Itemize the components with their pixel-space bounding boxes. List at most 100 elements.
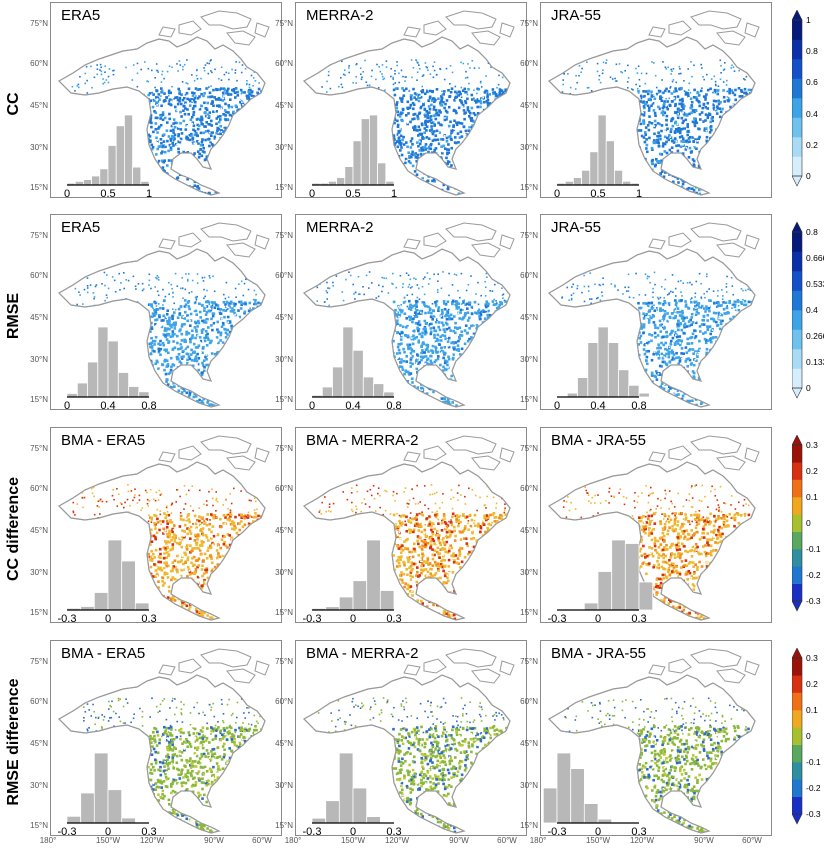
latitude-label: 60°N xyxy=(275,484,293,493)
panel-title: ERA5 xyxy=(61,7,101,24)
arctic-island xyxy=(254,22,270,38)
arctic-island xyxy=(648,26,666,38)
arctic-island xyxy=(648,238,666,250)
histogram-bar xyxy=(76,382,88,398)
histogram-bar xyxy=(570,768,585,824)
arctic-island xyxy=(499,660,515,676)
colorbar-segment xyxy=(792,78,802,99)
colorbar-arrow-bottom xyxy=(791,387,803,399)
histogram-bar xyxy=(607,342,620,398)
latitude-label: 45°N xyxy=(30,739,48,748)
arctic-island xyxy=(423,232,447,248)
arctic-island xyxy=(178,232,202,248)
arctic-island xyxy=(445,10,497,30)
arctic-island xyxy=(403,451,421,463)
colorbar-tick-label: 0 xyxy=(806,731,811,741)
histogram-inset: -0.3 0 0.3 xyxy=(548,539,654,623)
longitude-label: 180° xyxy=(529,836,547,845)
map-panel: 0 0.5 1 ERA5 xyxy=(50,2,282,198)
coastline-overlay xyxy=(548,674,756,834)
histogram-tick-label: 0.4 xyxy=(345,400,360,410)
arctic-island xyxy=(471,30,501,46)
coastline-overlay xyxy=(548,248,756,408)
panel-title: BMA - ERA5 xyxy=(61,432,146,449)
arctic-island xyxy=(158,26,176,38)
histogram-bar xyxy=(556,752,572,824)
latitude-label: 60°N xyxy=(275,697,293,706)
histogram-tick-label: 1 xyxy=(146,188,152,198)
arctic-island xyxy=(158,451,176,463)
latitude-label: 30°N xyxy=(520,568,538,577)
colorbar-tick-label: 0 xyxy=(806,171,811,181)
coastline-overlay xyxy=(58,248,266,408)
colorbar-tick-label: 0 xyxy=(806,518,811,528)
histogram-tick-label: 0.8 xyxy=(141,400,156,410)
panel-title: BMA - JRA-55 xyxy=(551,645,647,662)
arctic-island xyxy=(668,232,692,248)
arctic-island xyxy=(200,648,252,668)
histogram-bar xyxy=(573,177,583,186)
colorbar xyxy=(791,9,824,190)
arctic-island xyxy=(226,455,256,471)
longitude-label: 90°W xyxy=(449,836,469,845)
histogram-bar xyxy=(542,787,558,824)
arctic-island xyxy=(178,445,202,461)
longitude-label: 120°W xyxy=(139,836,165,845)
histogram-tick-label: -0.3 xyxy=(58,613,77,623)
coastline-overlay xyxy=(58,461,266,621)
colorbar-arrow-bottom xyxy=(791,175,803,187)
latitude-label: 60°N xyxy=(520,59,538,68)
histogram-inset: 0 0.5 1 xyxy=(554,114,642,197)
histogram-bar xyxy=(577,377,589,398)
histogram-bar xyxy=(589,151,599,186)
colorbar-tick-label: 0.3 xyxy=(806,653,818,663)
map-panel: -0.3 0 0.3 BMA - ERA5 xyxy=(50,640,282,836)
map-panel: -0.3 0 0.3 BMA - JRA-55 xyxy=(540,640,772,836)
latitude-label: 75°N xyxy=(520,657,538,666)
histogram-bar xyxy=(121,817,136,824)
panel-title: BMA - ERA5 xyxy=(61,645,146,662)
latitude-label: 15°N xyxy=(275,608,293,617)
panel-title: ERA5 xyxy=(61,219,101,236)
longitude-label: 60°W xyxy=(497,836,517,845)
latitude-label: 60°N xyxy=(520,271,538,280)
colorbar-tick-label: 0.2 xyxy=(806,679,818,689)
latitude-label: 75°N xyxy=(275,444,293,453)
histogram-bar xyxy=(379,590,395,611)
latitude-label: 15°N xyxy=(30,821,48,830)
histogram-inset: -0.3 0 0.3 xyxy=(58,539,157,623)
colorbar-arrow-top xyxy=(791,9,803,21)
arctic-island xyxy=(716,668,746,684)
histogram-bar xyxy=(638,581,654,611)
histogram-bar xyxy=(352,787,368,824)
histogram-bar xyxy=(107,145,117,186)
longitude-label: 150°W xyxy=(95,836,121,845)
coastline-overlay xyxy=(303,461,511,621)
latitude-label: 45°N xyxy=(30,526,48,535)
histogram-tick-label: 0.3 xyxy=(631,826,646,836)
colorbar-tick-label: 0.1 xyxy=(806,705,818,715)
histogram-tick-label: 0 xyxy=(595,613,601,623)
arctic-island xyxy=(499,22,515,38)
histogram-bar xyxy=(605,140,615,186)
latitude-label: 30°N xyxy=(275,568,293,577)
map xyxy=(303,435,515,621)
arctic-island xyxy=(716,455,746,471)
arctic-island xyxy=(744,447,760,463)
latitude-label: 15°N xyxy=(520,821,538,830)
arctic-island xyxy=(226,668,256,684)
histogram-tick-label: 0.8 xyxy=(631,400,646,410)
histogram-bar xyxy=(342,326,354,398)
histogram-tick-label: -0.3 xyxy=(548,826,567,836)
longitude-label: 180° xyxy=(39,836,57,845)
colorbar-segment xyxy=(792,531,802,550)
row-label: RMSE difference xyxy=(5,678,22,806)
coastline-overlay xyxy=(303,674,511,834)
latitude-label: 75°N xyxy=(520,19,538,28)
latitude-label: 75°N xyxy=(275,657,293,666)
latitude-label: 30°N xyxy=(30,568,48,577)
latitude-label: 75°N xyxy=(520,444,538,453)
latitude-label: 15°N xyxy=(30,395,48,404)
colorbar-tick-label: -0.1 xyxy=(806,544,821,554)
map-panel: -0.3 0 0.3 BMA - ERA5 xyxy=(50,427,282,623)
